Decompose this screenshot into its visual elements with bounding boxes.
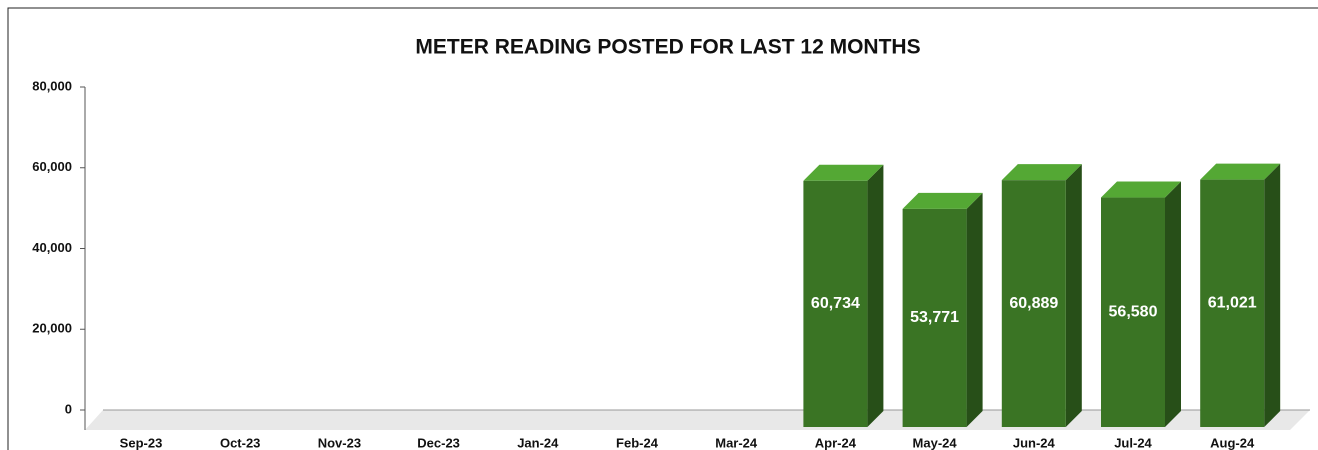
data-label: 60,734 — [811, 295, 860, 312]
bar — [902, 208, 967, 427]
data-label: 53,771 — [910, 309, 959, 326]
bar — [1200, 179, 1265, 427]
y-tick-label: 80,000 — [32, 78, 72, 93]
y-tick-label: 60,000 — [32, 159, 72, 174]
bar-side — [966, 192, 983, 427]
bar-top — [1001, 164, 1082, 181]
x-tick-label: Mar-24 — [715, 435, 758, 450]
bar — [803, 180, 868, 427]
chart-title: METER READING POSTED FOR LAST 12 MONTHS — [415, 36, 920, 59]
y-tick-label: 0 — [65, 401, 72, 416]
data-label: 60,889 — [1009, 295, 1058, 312]
y-tick-label: 40,000 — [32, 240, 72, 255]
data-label: 61,021 — [1208, 295, 1257, 312]
frame — [7, 7, 1318, 450]
x-tick-label: Jan-24 — [517, 435, 559, 450]
x-tick-label: Dec-23 — [417, 435, 460, 450]
bar-top — [1101, 181, 1181, 198]
bar-side — [867, 164, 884, 427]
bar-top — [902, 192, 983, 209]
x-tick-label: Nov-23 — [318, 435, 361, 450]
x-tick-label: Oct-23 — [220, 435, 260, 450]
bar-top — [1200, 163, 1281, 180]
x-tick-label: Sep-23 — [120, 435, 163, 450]
x-tick-label: Aug-24 — [1210, 435, 1255, 450]
bar-side — [1065, 164, 1082, 428]
bar — [1101, 197, 1165, 427]
x-tick-label: Feb-24 — [616, 435, 659, 450]
x-tick-label: Jul-24 — [1114, 435, 1152, 450]
data-label: 56,580 — [1109, 303, 1158, 320]
x-tick-label: Jun-24 — [1013, 435, 1056, 450]
bar-side — [1165, 181, 1181, 427]
y-tick-label: 20,000 — [32, 321, 72, 336]
bar — [1001, 180, 1066, 427]
bar-side — [1264, 163, 1281, 427]
x-tick-label: Apr-24 — [815, 435, 857, 450]
bar-top — [803, 164, 884, 181]
x-tick-label: May-24 — [913, 435, 958, 450]
